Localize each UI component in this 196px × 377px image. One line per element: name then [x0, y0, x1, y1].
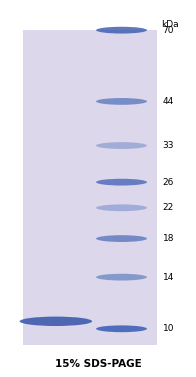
Ellipse shape — [96, 27, 147, 34]
Ellipse shape — [96, 325, 147, 332]
Text: 44: 44 — [163, 97, 174, 106]
Text: 18: 18 — [163, 234, 174, 243]
Ellipse shape — [20, 317, 92, 326]
Ellipse shape — [96, 274, 147, 280]
Ellipse shape — [96, 98, 147, 105]
Text: 26: 26 — [163, 178, 174, 187]
Ellipse shape — [96, 204, 147, 211]
Ellipse shape — [96, 142, 147, 149]
FancyBboxPatch shape — [23, 30, 157, 345]
Text: 14: 14 — [163, 273, 174, 282]
Text: kDa: kDa — [161, 20, 178, 29]
Text: 15% SDS-PAGE: 15% SDS-PAGE — [55, 359, 141, 369]
Ellipse shape — [96, 235, 147, 242]
Text: 22: 22 — [163, 203, 174, 212]
Text: 70: 70 — [163, 26, 174, 35]
Text: 10: 10 — [163, 324, 174, 333]
Text: 33: 33 — [163, 141, 174, 150]
Ellipse shape — [96, 179, 147, 185]
